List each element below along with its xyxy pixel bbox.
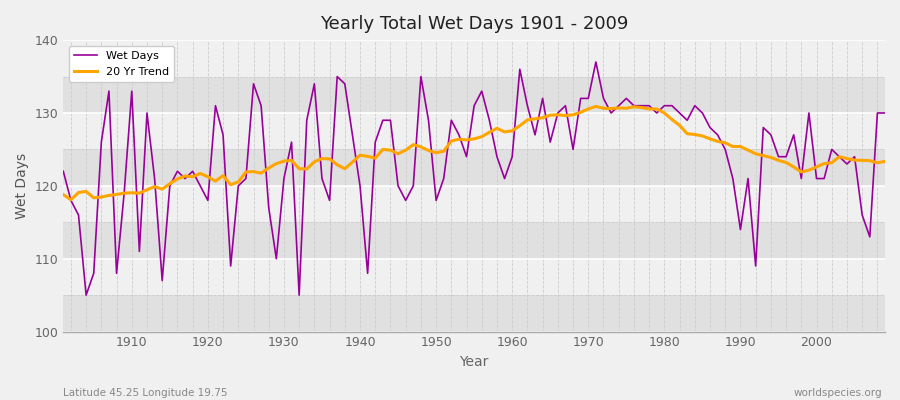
Wet Days xyxy=(339,82,350,86)
Line: Wet Days: Wet Days xyxy=(63,62,885,295)
Bar xyxy=(63,295,885,332)
20 Yr Trend xyxy=(66,197,77,202)
Line: 20 Yr Trend: 20 Yr Trend xyxy=(63,106,885,200)
20 Yr Trend xyxy=(293,166,304,171)
Wet Days xyxy=(81,293,92,298)
Y-axis label: Wet Days: Wet Days xyxy=(15,153,29,219)
Text: Latitude 45.25 Longitude 19.75: Latitude 45.25 Longitude 19.75 xyxy=(63,388,228,398)
Legend: Wet Days, 20 Yr Trend: Wet Days, 20 Yr Trend xyxy=(68,46,175,82)
Title: Yearly Total Wet Days 1901 - 2009: Yearly Total Wet Days 1901 - 2009 xyxy=(320,15,628,33)
Wet Days xyxy=(126,89,137,94)
Wet Days xyxy=(590,60,601,64)
Wet Days xyxy=(293,293,304,298)
X-axis label: Year: Year xyxy=(460,355,489,369)
Wet Days xyxy=(879,110,890,115)
20 Yr Trend xyxy=(126,190,137,195)
Bar xyxy=(63,76,885,113)
Bar xyxy=(63,150,885,186)
Bar xyxy=(63,222,885,259)
Wet Days xyxy=(507,154,517,159)
20 Yr Trend xyxy=(339,166,350,171)
20 Yr Trend xyxy=(515,123,526,128)
20 Yr Trend xyxy=(58,192,68,197)
Text: worldspecies.org: worldspecies.org xyxy=(794,388,882,398)
Wet Days xyxy=(515,67,526,72)
20 Yr Trend xyxy=(590,104,601,109)
20 Yr Trend xyxy=(507,128,517,133)
Wet Days xyxy=(58,169,68,174)
20 Yr Trend xyxy=(879,159,890,164)
20 Yr Trend xyxy=(613,106,624,110)
Wet Days xyxy=(613,103,624,108)
